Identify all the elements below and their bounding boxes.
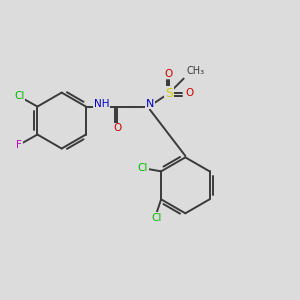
Text: O: O [113, 123, 122, 133]
Text: Cl: Cl [138, 164, 148, 173]
Text: S: S [165, 87, 173, 100]
Text: F: F [16, 140, 22, 150]
Text: N: N [146, 99, 154, 109]
Text: O: O [185, 88, 194, 98]
Text: CH₃: CH₃ [186, 66, 204, 76]
Text: Cl: Cl [14, 91, 24, 101]
Text: O: O [165, 69, 173, 79]
Text: NH: NH [94, 99, 109, 109]
Text: Cl: Cl [152, 213, 162, 223]
